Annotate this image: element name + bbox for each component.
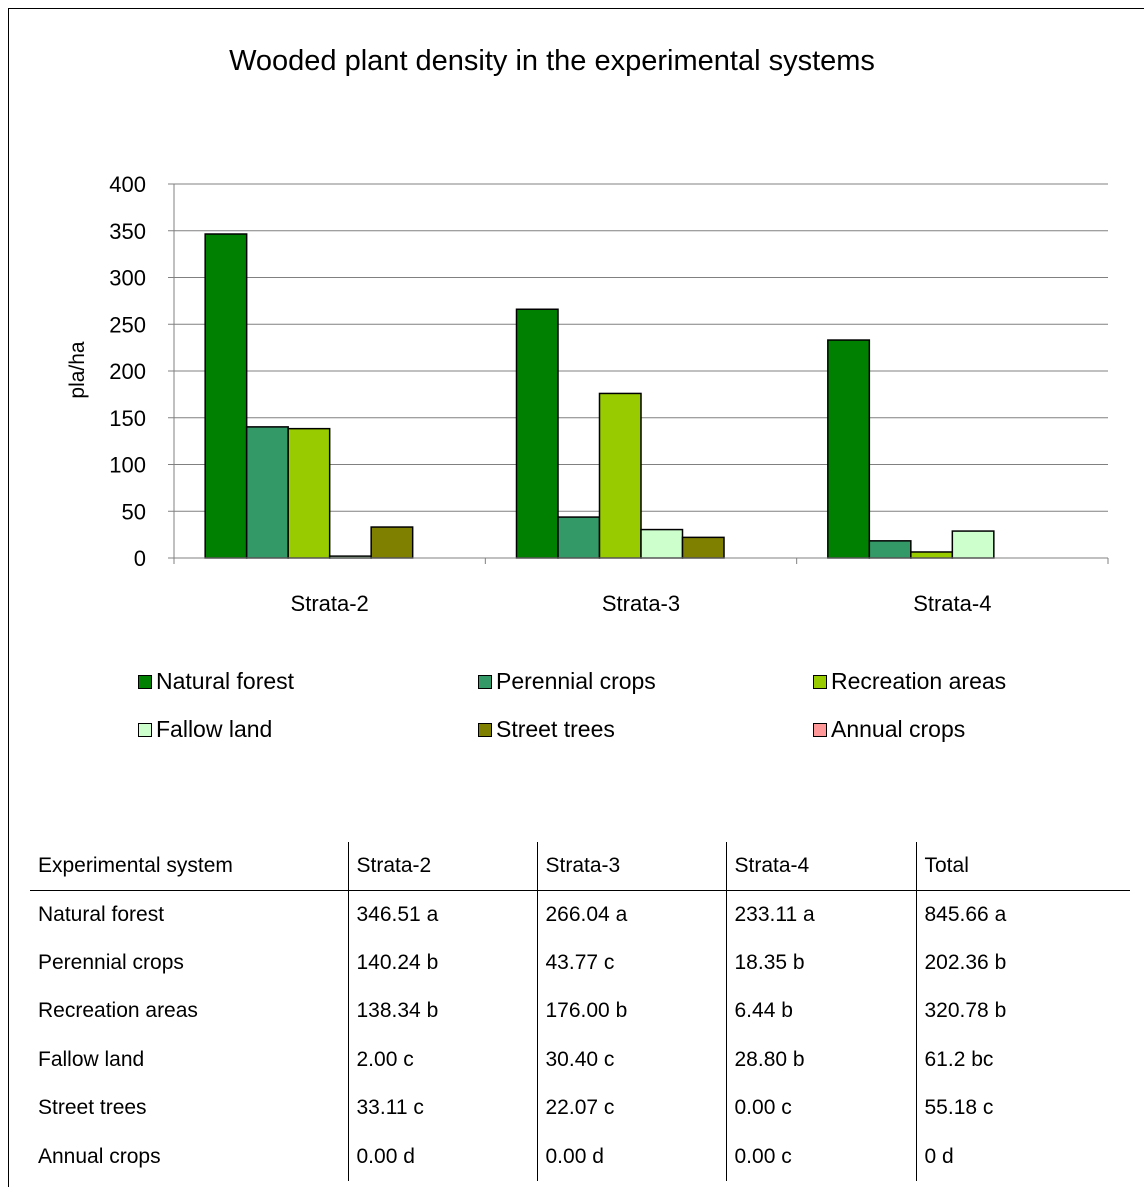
table-row: Natural forest 346.51 a 266.04 a 233.11 …: [30, 890, 1130, 939]
table-cell: 61.2 bc: [915, 1035, 1130, 1084]
table-cell: 0.00 c: [725, 1084, 916, 1133]
table-cell: 28.80 b: [725, 1035, 916, 1084]
y-tick-label: 150: [109, 406, 146, 431]
legend-label: Natural forest: [156, 668, 295, 694]
legend-item: Fallow land: [138, 716, 272, 743]
table-cell: Annual crops: [38, 1144, 161, 1168]
header-system: Experimental system: [30, 842, 348, 891]
legend-swatch: [138, 722, 152, 737]
y-tick-label: 0: [134, 546, 146, 571]
table-cell: 845.66 a: [915, 890, 1130, 939]
legend-label: Street trees: [496, 716, 615, 742]
data-table: Experimental system Strata-2 Strata-3 St…: [30, 842, 1130, 1181]
legend-swatch: [813, 722, 827, 737]
table-cell: 0.00 d: [536, 1132, 726, 1181]
table-cell: 18.35 b: [725, 938, 916, 987]
table-cell: 0.00 c: [725, 1132, 916, 1181]
legend-item: Street trees: [478, 716, 615, 743]
y-tick-label: 50: [122, 499, 146, 524]
legend-label: Annual crops: [831, 716, 966, 742]
table-row: Perennial crops 140.24 b 43.77 c 18.35 b…: [30, 938, 1130, 987]
y-tick-label: 200: [109, 359, 146, 384]
table-cell: 140.24 b: [347, 938, 537, 987]
bar-recreation-areas-strata-4: [910, 551, 954, 559]
table-cell: 138.34 b: [347, 987, 537, 1036]
bar-natural-forest-strata-4: [827, 339, 871, 559]
bar-natural-forest-strata-2: [204, 233, 248, 559]
table-cell: 176.00 b: [536, 987, 726, 1036]
table-cell: 266.04 a: [536, 890, 726, 939]
header-strata-3: Strata-3: [536, 842, 726, 891]
legend-item: Perennial crops: [478, 668, 656, 695]
chart-title: Wooded plant density in the experimental…: [229, 45, 875, 77]
legend-swatch: [478, 722, 492, 737]
legend-label: Perennial crops: [496, 668, 656, 694]
legend-swatch: [813, 674, 827, 689]
bar-recreation-areas-strata-3: [598, 392, 642, 559]
table-cell: 320.78 b: [915, 987, 1130, 1036]
legend-item: Recreation areas: [813, 668, 1006, 695]
bar-perennial-crops-strata-2: [245, 426, 289, 559]
figure-frame: [8, 8, 1144, 1187]
table-cell: Recreation areas: [38, 999, 198, 1023]
table-cell: Street trees: [38, 1096, 147, 1120]
header-strata-2: Strata-2: [347, 842, 537, 891]
table-cell: 0 d: [915, 1132, 1130, 1181]
table-cell: 55.18 c: [915, 1084, 1130, 1133]
table-row: Annual crops 0.00 d 0.00 d 0.00 c 0 d: [30, 1132, 1130, 1181]
table-cell: Perennial crops: [38, 950, 184, 974]
table-row: Street trees 33.11 c 22.07 c 0.00 c 55.1…: [30, 1084, 1130, 1133]
bar-street-trees-strata-2: [370, 526, 414, 559]
table-cell: 346.51 a: [347, 890, 537, 939]
header-strata-4: Strata-4: [725, 842, 916, 891]
x-tick-label: Strata-2: [291, 591, 369, 616]
table-cell: 43.77 c: [536, 938, 726, 987]
legend-item: Natural forest: [138, 668, 294, 695]
x-axis: Strata-2 Strata-3 Strata-4: [173, 184, 1109, 616]
legend-item: Annual crops: [813, 716, 965, 743]
table-cell: 0.00 d: [347, 1132, 537, 1181]
legend-label: Recreation areas: [831, 668, 1007, 694]
table-cell: 6.44 b: [725, 987, 916, 1036]
table-cell: 2.00 c: [347, 1035, 537, 1084]
bar-fallow-land-strata-3: [640, 528, 684, 559]
y-tick-label: 250: [109, 312, 146, 337]
x-tick-label: Strata-4: [913, 591, 991, 616]
table-header-row: Experimental system Strata-2 Strata-3 St…: [30, 842, 1130, 891]
table-cell: 30.40 c: [536, 1035, 726, 1084]
table-cell: 202.36 b: [915, 938, 1130, 987]
bar-chart: Wooded plant density in the experimental…: [66, 45, 1109, 616]
bar-natural-forest-strata-3: [515, 308, 559, 559]
header-total: Total: [915, 842, 1130, 891]
legend-label: Fallow land: [156, 716, 273, 742]
y-axis-label: pla/ha: [66, 341, 89, 399]
bars: [204, 233, 995, 559]
table-row: Fallow land 2.00 c 30.40 c 28.80 b 61.2 …: [30, 1035, 1130, 1084]
bar-perennial-crops-strata-3: [557, 516, 601, 559]
y-tick-label: 300: [109, 266, 146, 291]
legend-swatch: [478, 674, 492, 689]
legend-swatch: [138, 674, 152, 689]
y-tick-label: 100: [109, 453, 146, 478]
table-cell: 33.11 c: [347, 1084, 537, 1133]
bar-street-trees-strata-3: [681, 536, 725, 559]
bar-perennial-crops-strata-4: [868, 540, 912, 559]
y-tick-label: 350: [109, 219, 146, 244]
y-tick-label: 400: [109, 172, 146, 197]
table-cell: Natural forest: [38, 902, 165, 926]
table-cell: Fallow land: [38, 1047, 145, 1071]
bar-recreation-areas-strata-2: [287, 427, 331, 559]
bar-fallow-land-strata-4: [951, 530, 995, 559]
y-axis-ticks: 0 50 100 150 200 250 300 350 400: [109, 172, 174, 571]
table-cell: 22.07 c: [536, 1084, 726, 1133]
table-cell: 233.11 a: [725, 890, 916, 939]
x-tick-label: Strata-3: [602, 591, 680, 616]
table-row: Recreation areas 138.34 b 176.00 b 6.44 …: [30, 987, 1130, 1036]
